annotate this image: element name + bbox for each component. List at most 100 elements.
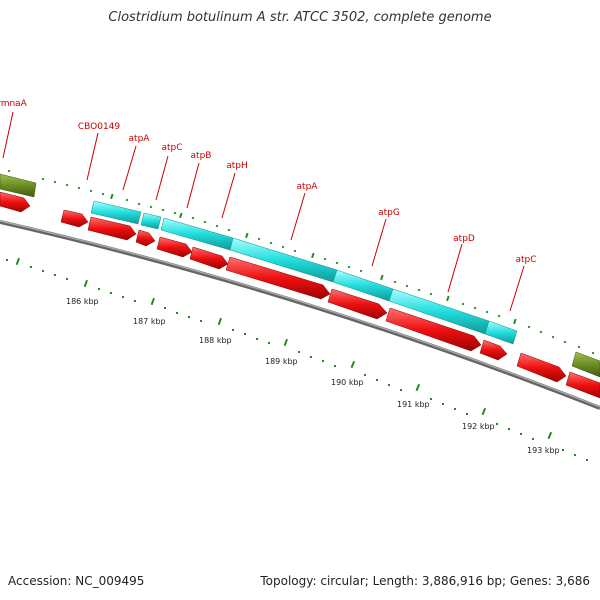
genome-summary-text: Topology: circular; Length: 3,886,916 bp… bbox=[260, 574, 590, 588]
gene-label: rmnaA bbox=[0, 99, 28, 109]
inner-tick bbox=[310, 356, 312, 358]
label-leaders bbox=[2, 111, 525, 312]
outer-tick bbox=[191, 216, 195, 220]
inner-tick bbox=[466, 413, 468, 415]
gene-label: atpD bbox=[453, 234, 475, 244]
cds-arrow bbox=[0, 191, 31, 213]
label-leader bbox=[221, 172, 236, 219]
inner-tick bbox=[586, 459, 588, 461]
outer-tick bbox=[215, 224, 219, 228]
inner-tick bbox=[442, 403, 444, 405]
axis-label: 186 kbp bbox=[66, 297, 99, 306]
inner-tick-major bbox=[217, 317, 222, 326]
cds-arrow bbox=[516, 352, 567, 383]
inner-tick bbox=[430, 398, 432, 400]
outer-tick bbox=[359, 269, 363, 273]
map-title: Clostridium botulinum A str. ATCC 3502, … bbox=[108, 10, 492, 25]
inner-tick bbox=[122, 296, 124, 298]
accession-text: Accession: NC_009495 bbox=[8, 574, 145, 588]
inner-tick bbox=[376, 379, 378, 381]
inner-tick bbox=[364, 374, 366, 376]
inner-tick-major bbox=[481, 407, 487, 416]
gene-features bbox=[90, 200, 518, 345]
inner-tick-major bbox=[283, 338, 288, 347]
outer-tick bbox=[527, 325, 531, 329]
cds-arrow bbox=[479, 339, 508, 361]
outer-tick-major bbox=[446, 295, 450, 302]
axis-label: 191 kbp bbox=[397, 400, 430, 409]
inner-tick bbox=[54, 274, 56, 276]
other-feature bbox=[0, 173, 37, 198]
gene-label: atpC bbox=[161, 143, 182, 153]
outer-tick bbox=[563, 340, 567, 344]
outer-tick bbox=[137, 202, 141, 206]
outer-tick bbox=[393, 280, 397, 284]
inner-tick-major bbox=[547, 431, 553, 440]
label-leader bbox=[509, 265, 525, 312]
gene-label: atpG bbox=[378, 208, 400, 218]
axis-label: 188 kbp bbox=[199, 336, 232, 345]
gene-label: atpC bbox=[515, 255, 536, 265]
inner-tick bbox=[30, 266, 32, 268]
outer-tick bbox=[473, 306, 477, 310]
cds-arrow bbox=[565, 371, 600, 399]
inner-tick bbox=[42, 270, 44, 272]
outer-tick-major bbox=[380, 274, 384, 281]
inner-tick bbox=[188, 316, 190, 318]
inner-tick bbox=[232, 329, 234, 331]
inner-tick-major bbox=[83, 279, 88, 288]
outer-tick-major bbox=[311, 252, 315, 259]
inner-tick bbox=[454, 408, 456, 410]
gene-label: atpA bbox=[297, 182, 319, 192]
inner-tick bbox=[388, 384, 390, 386]
label-leader bbox=[371, 218, 387, 267]
inner-tick bbox=[134, 300, 136, 302]
outer-tick-major bbox=[513, 318, 517, 325]
label-leader bbox=[2, 111, 14, 159]
outer-tick bbox=[89, 189, 93, 193]
inner-tick-major bbox=[15, 257, 20, 266]
inner-tick bbox=[66, 278, 68, 280]
cds-arrow bbox=[156, 236, 193, 258]
outer-tick bbox=[497, 314, 501, 318]
outer-tick-major bbox=[245, 232, 249, 239]
cds-arrow bbox=[189, 246, 229, 270]
inner-tick bbox=[508, 428, 510, 430]
outer-tick bbox=[461, 302, 465, 306]
outer-tick bbox=[429, 292, 433, 296]
gene-label: atpB bbox=[191, 151, 212, 161]
cds-arrow bbox=[385, 307, 482, 352]
outer-tick bbox=[577, 345, 581, 349]
cds-arrow bbox=[60, 209, 89, 228]
inner-tick-major bbox=[350, 360, 356, 369]
cds-arrow bbox=[135, 229, 156, 247]
inner-tick-track bbox=[6, 257, 588, 461]
inner-tick bbox=[532, 438, 534, 440]
outer-tick-major bbox=[110, 193, 114, 200]
cds-arrow bbox=[225, 256, 331, 300]
outer-tick bbox=[417, 288, 421, 292]
outer-tick bbox=[335, 261, 339, 265]
inner-tick bbox=[496, 423, 498, 425]
outer-tick bbox=[539, 330, 543, 334]
inner-tick bbox=[574, 454, 576, 456]
inner-tick bbox=[400, 389, 402, 391]
outer-tick bbox=[203, 220, 207, 224]
inner-tick bbox=[268, 342, 270, 344]
outer-tick bbox=[149, 205, 153, 209]
axis-label: 189 kbp bbox=[265, 357, 298, 366]
inner-tick bbox=[334, 365, 336, 367]
inner-tick bbox=[200, 320, 202, 322]
outer-tick bbox=[173, 211, 177, 215]
outer-tick bbox=[293, 249, 297, 253]
inner-tick bbox=[164, 307, 166, 309]
inner-tick bbox=[562, 449, 564, 451]
inner-tick bbox=[322, 360, 324, 362]
axis-label: 187 kbp bbox=[133, 317, 166, 326]
outer-tick bbox=[323, 257, 327, 261]
gene-label: CBO0149 bbox=[78, 122, 121, 132]
outer-tick bbox=[101, 192, 105, 196]
inner-tick bbox=[98, 288, 100, 290]
inner-tick bbox=[176, 312, 178, 314]
